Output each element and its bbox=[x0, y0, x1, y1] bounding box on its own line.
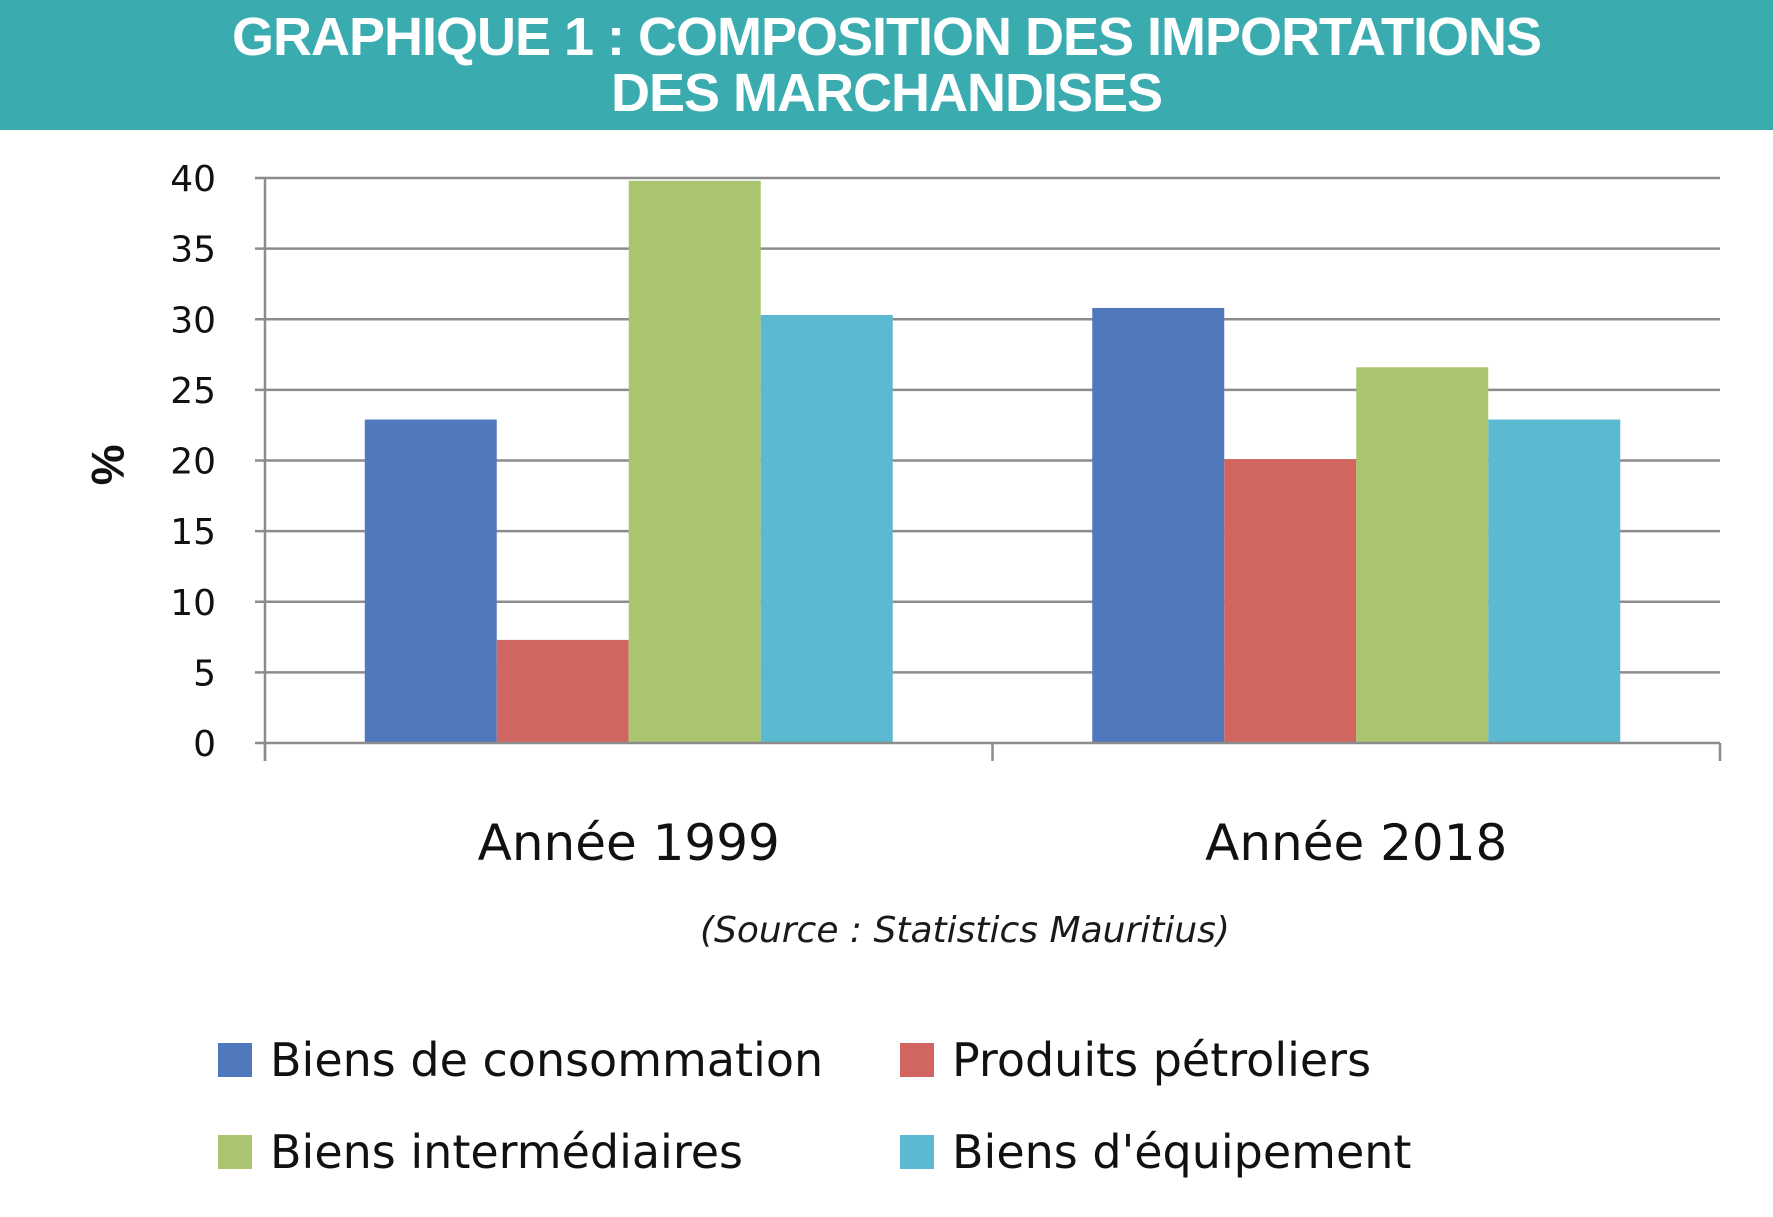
legend-label: Biens de consommation bbox=[270, 1033, 824, 1087]
legend-swatch bbox=[218, 1043, 252, 1077]
source-note: (Source : Statistics Mauritius) bbox=[700, 910, 1230, 951]
x-category-label: Année 2018 bbox=[1205, 814, 1507, 872]
bars bbox=[364, 180, 1621, 743]
y-tick-label: 35 bbox=[170, 230, 216, 271]
bar bbox=[1224, 459, 1357, 743]
y-axis-label: % bbox=[82, 445, 134, 486]
x-category-labels: Année 1999 Année 2018 bbox=[478, 814, 1508, 872]
bar bbox=[1092, 307, 1225, 743]
x-category-label: Année 1999 bbox=[478, 814, 780, 872]
legend-swatch bbox=[218, 1135, 252, 1169]
y-tick-label: 15 bbox=[170, 512, 216, 553]
bar-chart: 0 5 10 15 20 25 30 35 40 Année 1999 Année 2018 % bbox=[82, 159, 1722, 872]
chart-title-line-1: GRAPHIQUE 1 : COMPOSITION DES IMPORTATIO… bbox=[231, 7, 1542, 67]
y-tick-labels: 0 5 10 15 20 25 30 35 40 bbox=[170, 159, 216, 765]
legend-swatch bbox=[900, 1043, 934, 1077]
y-tick-label: 40 bbox=[170, 159, 216, 200]
legend-label: Biens d'équipement bbox=[952, 1125, 1412, 1179]
axes bbox=[255, 176, 1722, 761]
y-tick-label: 0 bbox=[193, 724, 216, 765]
legend-label: Biens intermédiaires bbox=[270, 1125, 743, 1179]
legend-item: Produits pétroliers bbox=[900, 1030, 1371, 1090]
legend: Biens de consommation Produits pétroliers… bbox=[218, 1030, 1518, 1210]
chart-title-line-2: DES MARCHANDISES bbox=[610, 63, 1163, 123]
legend-swatch bbox=[900, 1135, 934, 1169]
y-tick-label: 20 bbox=[170, 442, 216, 483]
bar bbox=[760, 315, 893, 743]
y-tick-label: 25 bbox=[170, 371, 216, 412]
bar bbox=[364, 419, 497, 743]
legend-item: Biens intermédiaires bbox=[218, 1122, 743, 1182]
y-tick-label: 30 bbox=[170, 300, 216, 341]
bar bbox=[1356, 367, 1489, 743]
bar bbox=[1488, 419, 1621, 743]
bar bbox=[628, 180, 761, 743]
bar bbox=[496, 639, 629, 743]
legend-item: Biens de consommation bbox=[218, 1030, 823, 1090]
y-tick-label: 5 bbox=[193, 653, 216, 694]
y-tick-label: 10 bbox=[170, 583, 216, 624]
legend-item: Biens d'équipement bbox=[900, 1122, 1411, 1182]
legend-label: Produits pétroliers bbox=[952, 1033, 1372, 1087]
chart-title-banner: GRAPHIQUE 1 : COMPOSITION DES IMPORTATIO… bbox=[0, 0, 1773, 130]
